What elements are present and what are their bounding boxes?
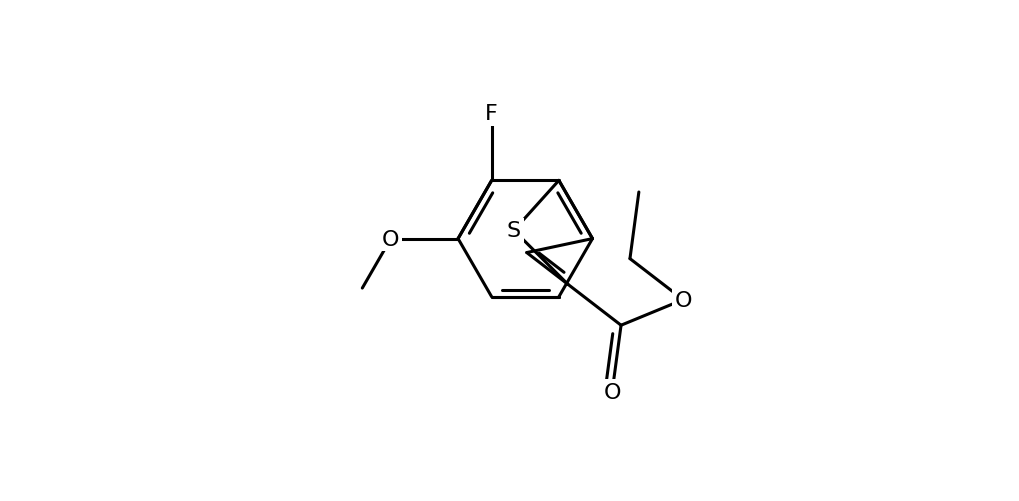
Text: O: O (603, 382, 621, 402)
Text: S: S (506, 221, 521, 241)
Text: F: F (485, 104, 497, 124)
Text: O: O (382, 229, 399, 249)
Text: O: O (674, 290, 691, 310)
